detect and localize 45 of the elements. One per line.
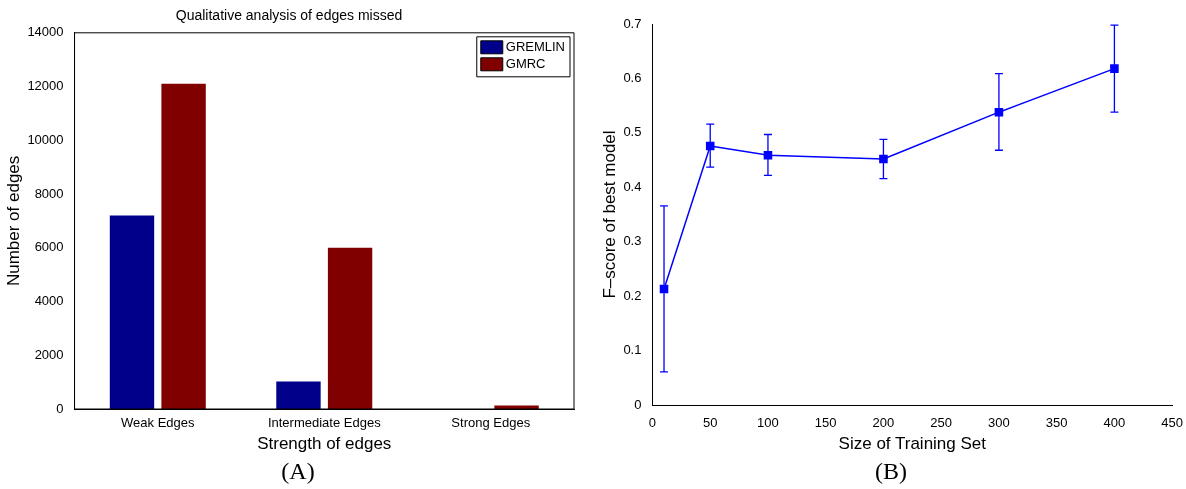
- x-axis-title: Strength of edges: [257, 434, 392, 454]
- x-tick-label: 400: [1103, 415, 1126, 431]
- x-tick-label: 150: [814, 415, 837, 431]
- legend-label: GREMLIN: [505, 39, 565, 55]
- y-tick-label: 10000: [27, 131, 64, 147]
- point: [1110, 64, 1119, 73]
- y-tick-label: 0.7: [623, 15, 642, 31]
- y-tick-label: 4000: [34, 293, 64, 309]
- x-tick-label: 300: [988, 415, 1010, 431]
- y-tick-label: 2000: [34, 346, 64, 362]
- y-tick-label: 12000: [27, 78, 64, 94]
- point: [879, 154, 888, 164]
- x-tick-label: 50: [702, 415, 718, 431]
- y-tick-label: 14000: [27, 24, 64, 40]
- bar: [327, 247, 373, 409]
- x-tick-label: 450: [1161, 415, 1184, 431]
- bar: [109, 215, 155, 409]
- text: (A): [280, 458, 316, 485]
- y-axis-title: F–score of best model: [599, 130, 619, 299]
- point: [705, 141, 715, 151]
- y-tick-label: 0.5: [623, 124, 642, 140]
- x-tick-label: 200: [872, 415, 895, 431]
- y-tick-label: 0.2: [623, 287, 642, 303]
- y-tick-label: 0: [56, 400, 64, 416]
- x-axis-title: Size of Training Set: [838, 434, 987, 454]
- x-tick-label: 100: [757, 415, 779, 431]
- x-tick-label: 0: [648, 415, 657, 431]
- y-tick-label: 0.3: [623, 233, 642, 249]
- y-tick-label: 8000: [34, 185, 64, 201]
- y-tick-label: 6000: [34, 239, 64, 255]
- y-tick-label: 0: [634, 396, 642, 412]
- bar: [276, 381, 321, 409]
- x-tick-label: Strong Edges: [451, 415, 531, 431]
- chart-title: Qualitative analysis of edges missed: [175, 7, 403, 24]
- y-tick-label: 0.6: [623, 70, 642, 86]
- x-tick-label: 350: [1045, 415, 1068, 431]
- y-axis-title: Number of edges: [3, 155, 23, 287]
- x-tick-label: 250: [930, 415, 953, 431]
- x-tick-label: Weak Edges: [121, 415, 196, 431]
- y-tick-label: 0.1: [623, 342, 642, 358]
- legend-label: GMRC: [505, 56, 546, 72]
- y-tick-label: 0.4: [623, 178, 642, 194]
- x-tick-label: Intermediate Edges: [267, 415, 382, 431]
- text: (B): [874, 458, 908, 485]
- bar: [161, 83, 206, 409]
